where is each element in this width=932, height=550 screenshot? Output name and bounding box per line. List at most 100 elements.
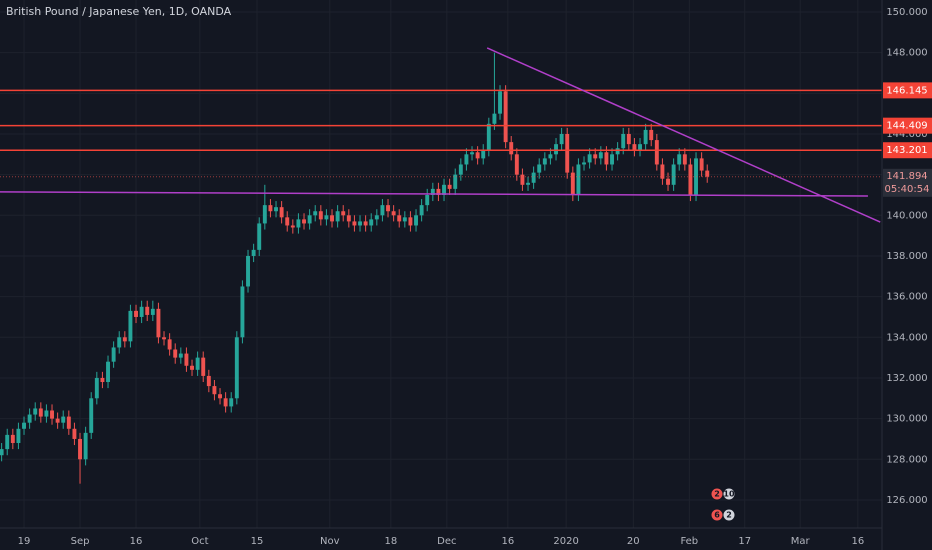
candle-body bbox=[654, 140, 659, 165]
candle-body bbox=[688, 164, 693, 195]
y-tick-label: 134.000 bbox=[886, 332, 927, 343]
x-tick-label: 16 bbox=[851, 536, 864, 547]
candle-body bbox=[548, 154, 553, 159]
candle-body bbox=[184, 353, 189, 366]
candle-body bbox=[587, 154, 592, 163]
countdown-label: 05:40:54 bbox=[885, 184, 930, 195]
candle-body bbox=[234, 337, 239, 399]
candle-body bbox=[604, 152, 609, 165]
candle-body bbox=[145, 306, 150, 315]
candle-body bbox=[442, 184, 446, 195]
event-icon bbox=[722, 508, 736, 522]
y-tick-label: 136.000 bbox=[886, 292, 927, 303]
candle-body bbox=[430, 188, 435, 195]
candle-body bbox=[285, 217, 290, 226]
candle-body bbox=[447, 184, 452, 189]
candle-body bbox=[531, 172, 536, 183]
x-tick-label: Mar bbox=[791, 536, 811, 547]
candle-body bbox=[526, 182, 530, 185]
candle-body bbox=[206, 375, 211, 387]
candle-body bbox=[55, 418, 60, 423]
candle-body bbox=[212, 386, 217, 395]
candle-body bbox=[509, 142, 514, 155]
candle-body bbox=[593, 154, 598, 159]
candle-body bbox=[178, 353, 183, 358]
level-price-label: 144.409 bbox=[886, 121, 927, 132]
candle-body bbox=[134, 310, 138, 317]
candle-body bbox=[520, 174, 525, 185]
candle-body bbox=[167, 339, 172, 350]
x-tick-label: Oct bbox=[191, 536, 208, 547]
candle-body bbox=[268, 205, 273, 212]
candle-body bbox=[671, 164, 676, 185]
candle-body bbox=[139, 306, 144, 317]
candle-body bbox=[503, 91, 508, 143]
candle-body bbox=[598, 152, 603, 159]
candle-body bbox=[554, 144, 558, 155]
candle-body bbox=[498, 91, 502, 114]
candle-body bbox=[223, 398, 228, 407]
candle-body bbox=[397, 215, 402, 222]
candle-body bbox=[201, 357, 206, 376]
candle-body bbox=[16, 428, 21, 444]
level-price-box bbox=[883, 142, 932, 159]
candle-body bbox=[313, 211, 318, 216]
candle-body bbox=[363, 221, 368, 226]
candle-body bbox=[559, 133, 564, 145]
level-price-box bbox=[883, 82, 932, 99]
candle-body bbox=[50, 410, 54, 419]
candle-body bbox=[251, 249, 256, 256]
candle-body bbox=[369, 219, 374, 226]
candle-body bbox=[257, 223, 262, 250]
candle-body bbox=[78, 438, 82, 460]
x-tick-label: 2020 bbox=[553, 536, 578, 547]
candle-body bbox=[352, 221, 357, 226]
y-tick-label: 128.000 bbox=[886, 454, 927, 465]
candle-body bbox=[408, 217, 413, 226]
candle-body bbox=[89, 398, 94, 433]
candle-body bbox=[666, 178, 670, 185]
candle-body bbox=[436, 188, 441, 195]
candle-body bbox=[22, 422, 26, 429]
candle-body bbox=[111, 347, 116, 362]
candle-body bbox=[195, 357, 200, 370]
candle-body bbox=[537, 164, 542, 173]
x-tick-label: 20 bbox=[627, 536, 640, 547]
candle-body bbox=[486, 123, 491, 151]
candle-body bbox=[10, 434, 15, 444]
event-count: 2 bbox=[726, 511, 732, 520]
candle-body bbox=[290, 225, 295, 228]
candle-body bbox=[475, 152, 480, 159]
candle-body bbox=[626, 133, 631, 145]
event-icon bbox=[722, 487, 736, 501]
candle-body bbox=[649, 129, 654, 141]
candle-body bbox=[464, 154, 469, 165]
candle-body bbox=[150, 308, 155, 315]
event-count: 6 bbox=[714, 511, 720, 520]
candle-body bbox=[481, 150, 486, 159]
candle-body bbox=[44, 410, 49, 417]
candle-body bbox=[346, 215, 351, 222]
candle-body bbox=[699, 158, 704, 171]
candle-body bbox=[94, 377, 99, 399]
candle-body bbox=[100, 377, 105, 383]
x-tick-label: 17 bbox=[738, 536, 751, 547]
candle-body bbox=[5, 434, 10, 450]
y-tick-label: 144.000 bbox=[886, 129, 927, 140]
candle-body bbox=[419, 205, 424, 216]
candle-body bbox=[33, 408, 38, 415]
grid bbox=[0, 0, 882, 528]
candle-body bbox=[615, 148, 620, 155]
candle-body bbox=[380, 205, 385, 216]
candle-body bbox=[66, 416, 71, 429]
candle-body bbox=[677, 154, 682, 165]
x-tick-label: Dec bbox=[437, 536, 456, 547]
candle-body bbox=[576, 164, 581, 195]
candle-body bbox=[83, 432, 88, 460]
x-tick-label: Sep bbox=[71, 536, 90, 547]
y-tick-label: 132.000 bbox=[886, 373, 927, 384]
candle-body bbox=[643, 129, 648, 145]
plot bbox=[0, 47, 882, 484]
candle-body bbox=[453, 174, 458, 189]
candle-body bbox=[61, 416, 66, 423]
